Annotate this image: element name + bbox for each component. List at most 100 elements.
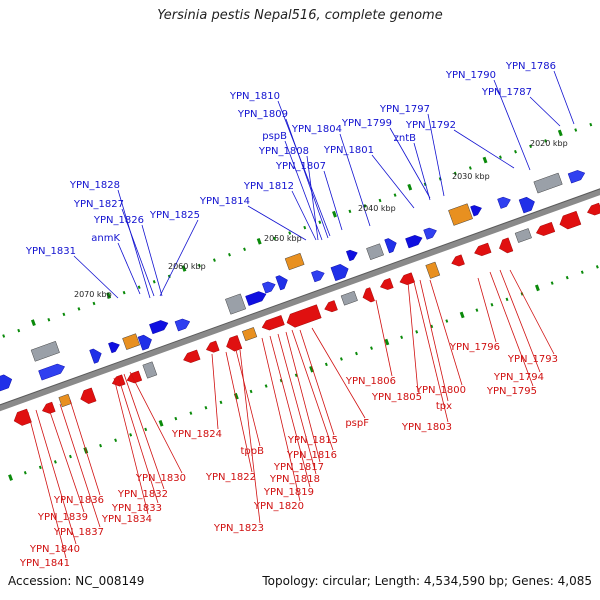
tick-top bbox=[514, 149, 517, 154]
forward-gene-arrow bbox=[0, 374, 13, 394]
red-leader-line bbox=[117, 375, 159, 504]
reverse-gene-label: YPN_1834 bbox=[101, 514, 152, 525]
blue-leader-line bbox=[529, 96, 561, 127]
tick-top bbox=[589, 122, 593, 127]
tick-top bbox=[468, 166, 472, 170]
tick-bottom bbox=[475, 308, 479, 312]
blue-leader-line bbox=[553, 70, 575, 125]
tick-top bbox=[122, 290, 126, 295]
forward-gene-arrow bbox=[262, 281, 276, 294]
forward-gene-box bbox=[225, 293, 247, 315]
gene-labels: YPN_1786 YPN_1787 YPN_1790 YPN_1792 YPN_1797… bbox=[19, 61, 558, 569]
tick-bottom bbox=[249, 389, 253, 394]
blue-leader-line bbox=[277, 100, 331, 237]
forward-gene-label: YPN_1825 bbox=[149, 210, 200, 221]
tick-bottom bbox=[595, 265, 599, 269]
reverse-gene-arrow bbox=[474, 242, 492, 257]
forward-gene-label: pspB bbox=[262, 131, 287, 142]
tick-top bbox=[363, 204, 367, 208]
red-leader-line bbox=[311, 327, 366, 419]
tick-bottom bbox=[565, 275, 569, 280]
kbp-label: 2060 kbp bbox=[168, 262, 206, 271]
reverse-gene-arrow bbox=[126, 370, 143, 384]
reverse-gene-box bbox=[142, 361, 158, 379]
forward-gene-label: YPN_1787 bbox=[481, 87, 532, 98]
tick-top bbox=[62, 312, 66, 317]
reverse-gene-arrow bbox=[587, 202, 600, 216]
reverse-gene-arrow bbox=[286, 304, 322, 328]
tick-bottom bbox=[400, 335, 404, 340]
tick-top bbox=[544, 139, 548, 143]
tick-top bbox=[499, 155, 502, 159]
forward-gene-box bbox=[122, 333, 141, 350]
blue-leader-line bbox=[493, 79, 531, 171]
red-leader-line bbox=[407, 281, 419, 393]
blue-leader-line bbox=[427, 113, 445, 197]
reverse-gene-label: tpx bbox=[436, 401, 452, 412]
red-leader-line bbox=[35, 409, 77, 545]
tick-bottom bbox=[189, 411, 193, 415]
forward-gene-box bbox=[284, 252, 305, 271]
kbp-label: 2050 kbp bbox=[264, 234, 302, 243]
tick-top bbox=[137, 285, 141, 289]
reverse-gene-label: YPN_1824 bbox=[171, 429, 222, 440]
tick-bottom bbox=[8, 474, 13, 481]
forward-gene-arrow bbox=[311, 270, 325, 283]
forward-gene-arrow bbox=[89, 348, 102, 364]
kbp-labels: 2020 kbp 2030 kbp 2040 kbp 2050 kbp 2060 kbp… bbox=[74, 139, 568, 299]
backbone-edge bbox=[0, 174, 600, 420]
tick-top bbox=[453, 171, 457, 176]
forward-gene-label: YPN_1810 bbox=[229, 91, 280, 102]
tick-bottom bbox=[114, 438, 118, 443]
red-leader-line bbox=[123, 373, 165, 490]
reverse-gene-arrow bbox=[80, 387, 97, 404]
blue-leader-line bbox=[371, 154, 415, 209]
tick-bottom bbox=[264, 384, 268, 388]
forward-gene-arrow bbox=[518, 196, 535, 214]
forward-gene-label: zntB bbox=[394, 133, 417, 144]
forward-gene-arrow bbox=[245, 291, 267, 306]
tick-bottom bbox=[415, 330, 419, 334]
red-leader-line bbox=[47, 405, 85, 513]
reverse-gene-box bbox=[514, 228, 532, 243]
tick-bottom bbox=[53, 460, 57, 464]
reverse-gene-label: YPN_1815 bbox=[287, 435, 338, 446]
tick-bottom bbox=[459, 311, 465, 319]
blue-leader-line bbox=[159, 219, 199, 297]
reverse-gene-box bbox=[425, 261, 441, 279]
reverse-gene-label: YPN_1794 bbox=[493, 372, 544, 383]
tick-bottom bbox=[490, 303, 494, 307]
red-leader-line bbox=[413, 281, 449, 423]
tick-row-top bbox=[2, 122, 593, 338]
tick-top bbox=[47, 317, 51, 322]
red-leader-line bbox=[509, 269, 555, 355]
tick-bottom bbox=[355, 351, 358, 356]
reverse-gene-arrow bbox=[362, 287, 375, 303]
tick-bottom bbox=[580, 270, 584, 274]
reverse-gene-label: YPN_1832 bbox=[117, 489, 168, 500]
tick-bottom bbox=[445, 319, 449, 323]
red-leader-line bbox=[285, 331, 321, 463]
tick-top bbox=[482, 156, 488, 164]
reverse-gene-label: YPN_1795 bbox=[486, 386, 537, 397]
red-leader-line bbox=[235, 349, 261, 447]
genome-backbone bbox=[0, 175, 600, 425]
forward-gene-arrow bbox=[405, 235, 423, 249]
reverse-gene-arrow bbox=[380, 277, 394, 290]
forward-gene-label: YPN_1807 bbox=[275, 161, 326, 172]
tick-top bbox=[318, 220, 322, 224]
red-leader-line bbox=[429, 279, 463, 386]
reverse-gene-label: YPN_1816 bbox=[286, 450, 337, 461]
forward-gene-arrow bbox=[137, 334, 152, 351]
blue-leader-line bbox=[339, 133, 371, 227]
tick-top bbox=[393, 193, 397, 197]
tick-bottom bbox=[23, 471, 27, 475]
reverse-gene-arrow bbox=[559, 210, 582, 230]
tick-top bbox=[288, 231, 292, 235]
genome-strip bbox=[0, 122, 600, 481]
red-leader-line bbox=[269, 335, 311, 488]
forward-gene-arrow bbox=[497, 196, 511, 209]
tick-bottom bbox=[550, 281, 554, 285]
kbp-label: 2040 kbp bbox=[358, 204, 396, 213]
